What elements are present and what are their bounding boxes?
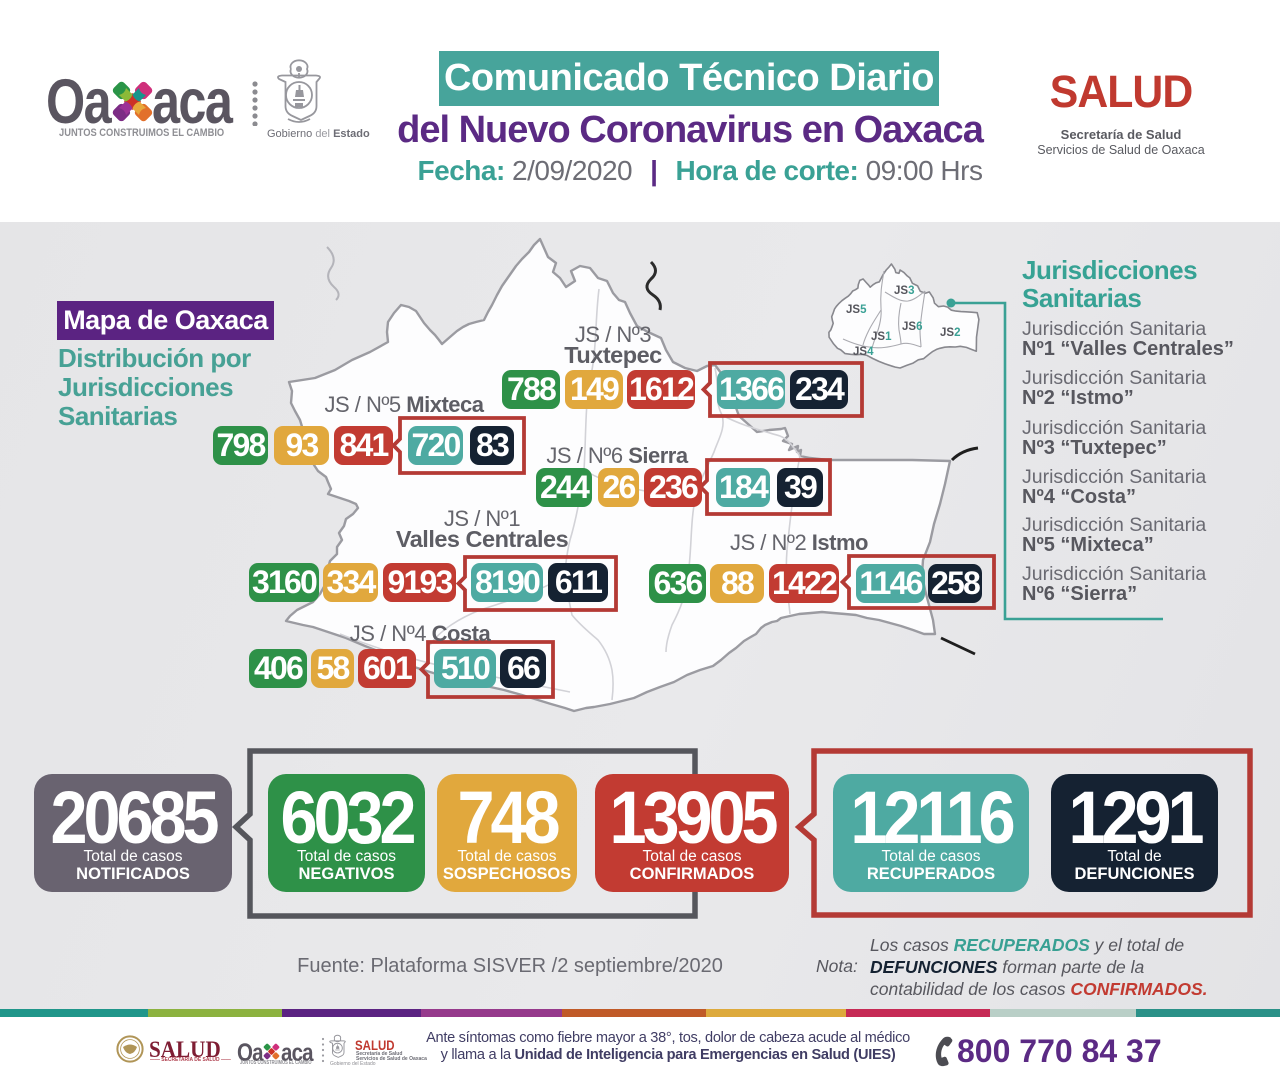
svg-text:JS3: JS3: [894, 285, 914, 297]
svg-text:JS6: JS6: [902, 321, 922, 333]
svg-text:JS4: JS4: [853, 346, 874, 358]
svg-text:JS5: JS5: [846, 304, 867, 316]
svg-text:JS2: JS2: [940, 327, 960, 339]
svg-text:JS1: JS1: [871, 331, 892, 343]
